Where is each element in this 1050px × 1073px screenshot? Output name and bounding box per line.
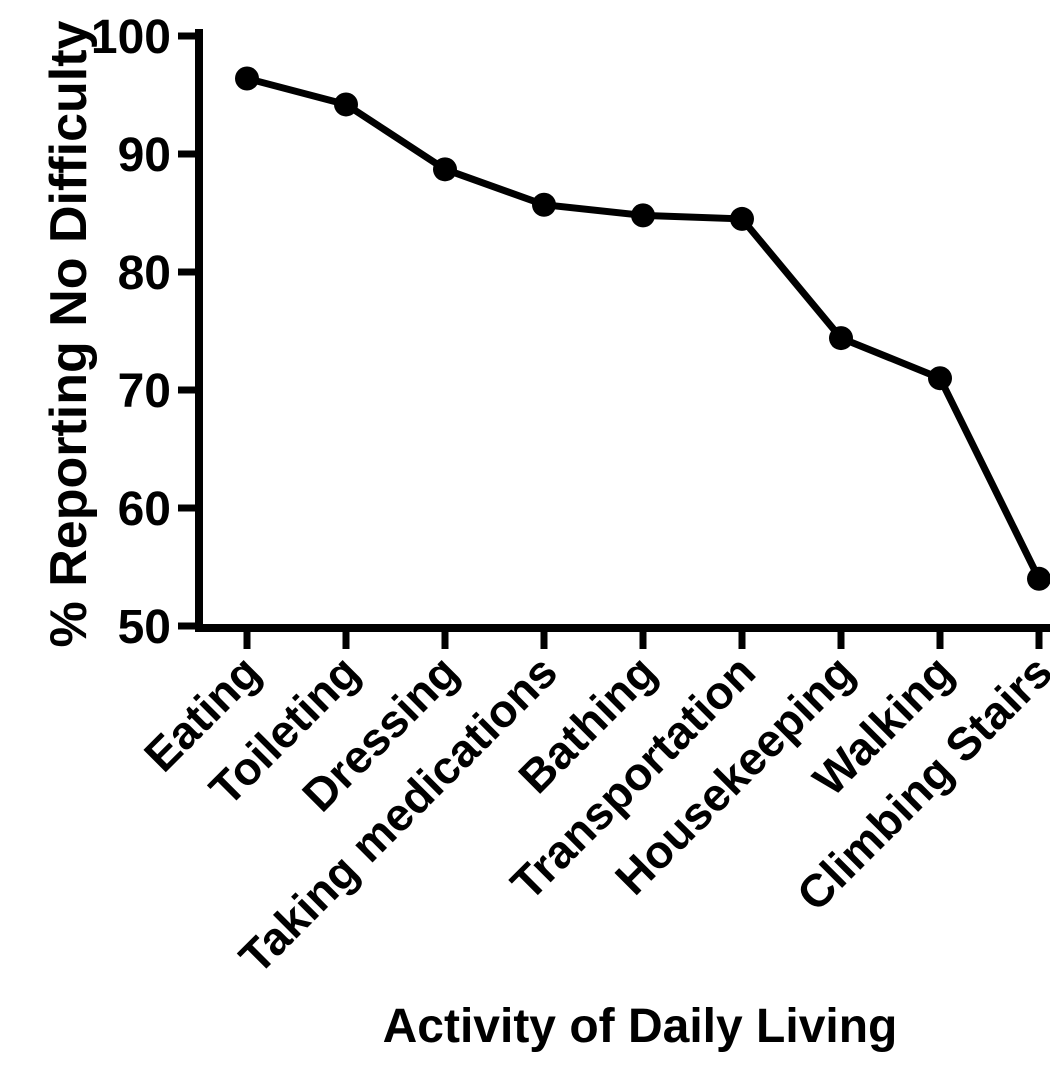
y-axis-ticks bbox=[178, 32, 199, 630]
data-point bbox=[235, 66, 259, 91]
series-line bbox=[246, 75, 1043, 581]
y-tick-label: 90 bbox=[118, 129, 171, 182]
data-point bbox=[532, 192, 556, 217]
y-tick-label: 70 bbox=[118, 365, 171, 418]
x-axis-title: Activity of Daily Living bbox=[383, 1000, 898, 1053]
data-point bbox=[928, 366, 952, 391]
y-tick-label: 80 bbox=[118, 247, 171, 300]
y-axis-title: % Reporting No Difficulty bbox=[40, 20, 98, 647]
data-point bbox=[829, 326, 853, 351]
x-axis-ticks bbox=[243, 628, 1043, 649]
y-tick-label: 100 bbox=[91, 16, 171, 64]
series-markers bbox=[235, 66, 1050, 591]
axes bbox=[195, 29, 1050, 632]
data-point bbox=[334, 92, 358, 117]
adl-difficulty-chart: 50 60 70 80 90 100 Eating Toileting Dressing Tak… bbox=[40, 16, 1050, 1057]
data-point bbox=[433, 157, 457, 182]
data-point bbox=[631, 203, 655, 228]
chart-svg: 50 60 70 80 90 100 EatingToiletingDressingTak… bbox=[40, 16, 1050, 1053]
y-tick-label: 60 bbox=[118, 483, 171, 536]
data-point bbox=[730, 206, 754, 231]
data-point bbox=[1027, 566, 1050, 591]
series-polyline bbox=[246, 75, 1043, 581]
y-axis-tick-labels: 50 60 70 80 90 100 bbox=[91, 16, 171, 654]
y-tick-label: 50 bbox=[118, 601, 171, 654]
